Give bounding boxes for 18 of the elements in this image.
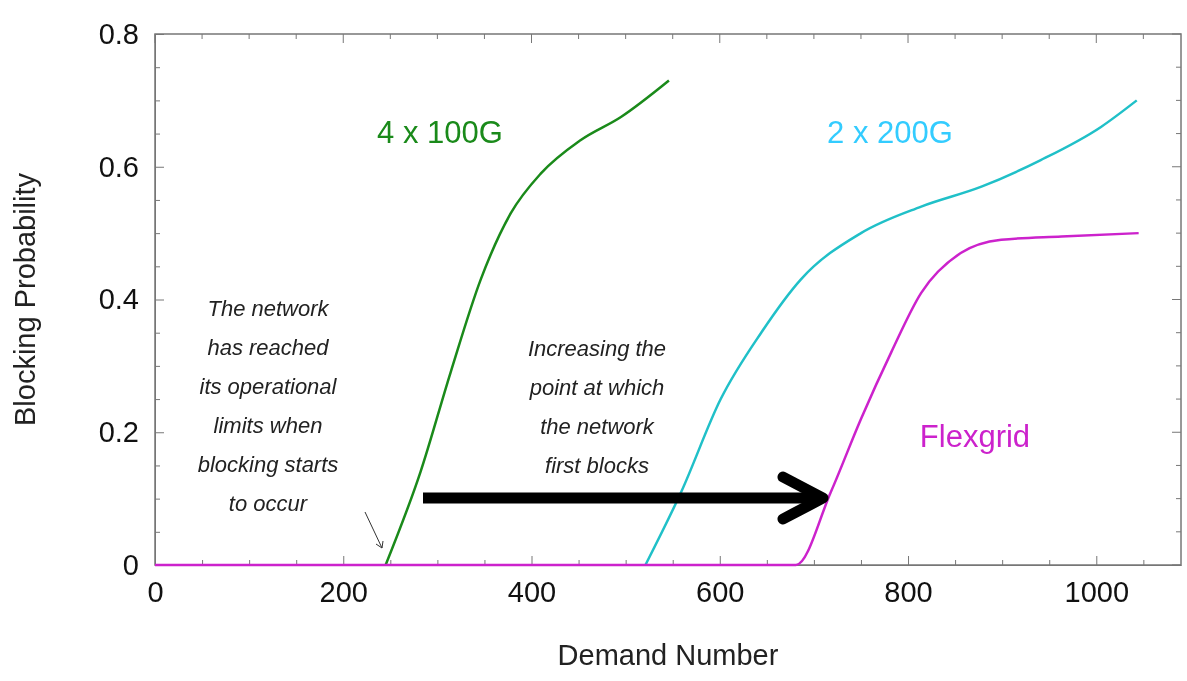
- y-tick-label: 0.4: [98, 283, 139, 316]
- y-axis-title: Blocking Probability: [9, 172, 41, 427]
- y-tick-label: 0.2: [98, 416, 139, 449]
- x-tick-label: 200: [319, 575, 368, 608]
- series-label: 2 x 200G: [827, 115, 953, 150]
- annotation: Increasing the point at which the network first blocks: [527, 336, 667, 478]
- x-tick-label: 1000: [1064, 575, 1130, 608]
- y-tick-label: 0.8: [98, 17, 139, 50]
- x-tick-label: 600: [696, 575, 745, 608]
- x-axis-title: Demand Number: [557, 639, 779, 671]
- series-label: Flexgrid: [919, 419, 1031, 454]
- series-label: 4 x 100G: [377, 115, 503, 150]
- annotation: The network has reached its operational limits when blocking starts to occur: [197, 296, 339, 516]
- y-tick-label: 0.6: [98, 150, 139, 183]
- x-tick-label: 400: [507, 575, 557, 608]
- x-tick-label: 800: [884, 575, 933, 608]
- y-tick-label: 0: [122, 548, 139, 581]
- x-tick-label: 0: [147, 575, 164, 608]
